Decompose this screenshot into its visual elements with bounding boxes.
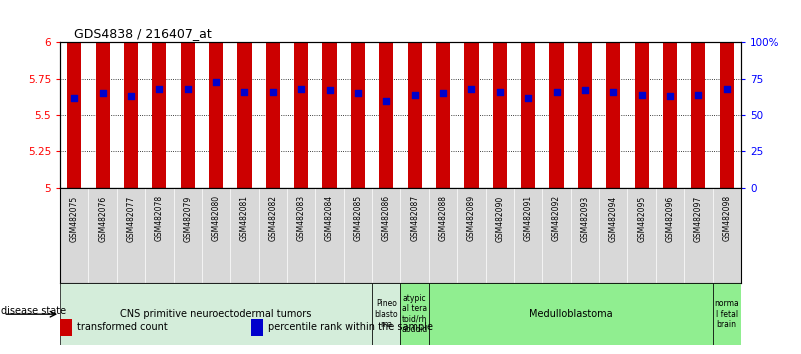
Text: transformed count: transformed count [77, 322, 168, 332]
Bar [713, 283, 741, 345]
Bar [351, 0, 365, 188]
Bar [251, 319, 263, 336]
Bar [549, 0, 564, 188]
Text: GSM482084: GSM482084 [325, 195, 334, 241]
Text: GSM482094: GSM482094 [609, 195, 618, 241]
Text: disease state: disease state [1, 306, 66, 316]
Bar [521, 0, 535, 188]
Text: GSM482091: GSM482091 [524, 195, 533, 241]
Point [607, 89, 620, 95]
Text: GSM482095: GSM482095 [637, 195, 646, 241]
Text: GSM482082: GSM482082 [268, 195, 277, 241]
Bar [266, 0, 280, 188]
Bar [493, 0, 507, 188]
Text: percentile rank within the sample: percentile rank within the sample [268, 322, 433, 332]
Point [181, 86, 194, 92]
Bar [237, 0, 252, 188]
Bar [379, 0, 393, 188]
Point [409, 92, 421, 98]
Text: GSM482097: GSM482097 [694, 195, 702, 241]
Point [437, 90, 449, 96]
Point [663, 93, 676, 99]
Bar [67, 0, 82, 188]
Text: GSM482080: GSM482080 [211, 195, 220, 241]
Text: GSM482085: GSM482085 [353, 195, 362, 241]
Text: GSM482086: GSM482086 [382, 195, 391, 241]
Text: GSM482098: GSM482098 [723, 195, 731, 241]
Text: GSM482083: GSM482083 [296, 195, 306, 241]
Text: GSM482075: GSM482075 [70, 195, 78, 241]
Point [352, 90, 364, 96]
Point [96, 90, 109, 96]
Bar [372, 283, 400, 345]
Text: norma
l fetal
brain: norma l fetal brain [714, 299, 739, 329]
Bar [719, 0, 734, 188]
Bar [429, 283, 713, 345]
Point [380, 98, 392, 103]
Bar [408, 0, 422, 188]
Text: GSM482081: GSM482081 [240, 195, 249, 241]
Bar [323, 0, 336, 188]
Point [635, 92, 648, 98]
Point [295, 86, 308, 92]
Bar [691, 0, 706, 188]
Point [153, 86, 166, 92]
Text: Medulloblastoma: Medulloblastoma [529, 309, 613, 319]
Text: GSM482077: GSM482077 [127, 195, 135, 241]
Bar [124, 0, 138, 188]
Text: CNS primitive neuroectodermal tumors: CNS primitive neuroectodermal tumors [120, 309, 312, 319]
Text: GSM482092: GSM482092 [552, 195, 561, 241]
Bar [465, 0, 478, 188]
Point [210, 79, 223, 85]
Point [550, 89, 563, 95]
Point [521, 95, 534, 101]
Point [720, 86, 733, 92]
Text: GDS4838 / 216407_at: GDS4838 / 216407_at [74, 27, 211, 40]
Point [578, 87, 591, 93]
Text: atypic
al tera
toid/rh
abdoid: atypic al tera toid/rh abdoid [401, 294, 428, 334]
Bar [60, 283, 372, 345]
Bar [400, 283, 429, 345]
Text: GSM482079: GSM482079 [183, 195, 192, 241]
Text: GSM482093: GSM482093 [581, 195, 590, 241]
Bar [634, 0, 649, 188]
Text: Pineo
blasto
ma: Pineo blasto ma [375, 299, 398, 329]
Point [68, 95, 81, 101]
Text: GSM482088: GSM482088 [439, 195, 448, 241]
Point [465, 86, 478, 92]
Bar [436, 0, 450, 188]
Point [493, 89, 506, 95]
Point [323, 87, 336, 93]
Text: GSM482089: GSM482089 [467, 195, 476, 241]
Bar [181, 0, 195, 188]
Bar [152, 0, 167, 188]
Text: GSM482096: GSM482096 [666, 195, 674, 241]
Point [125, 93, 138, 99]
Text: GSM482076: GSM482076 [99, 195, 107, 241]
Bar [60, 319, 72, 336]
Point [238, 89, 251, 95]
Bar [209, 0, 223, 188]
Bar [606, 0, 620, 188]
Point [267, 89, 280, 95]
Bar [578, 0, 592, 188]
Bar [95, 0, 110, 188]
Text: GSM482087: GSM482087 [410, 195, 419, 241]
Bar [294, 0, 308, 188]
Bar [663, 0, 677, 188]
Point [692, 92, 705, 98]
Text: GSM482078: GSM482078 [155, 195, 164, 241]
Text: GSM482090: GSM482090 [495, 195, 505, 241]
